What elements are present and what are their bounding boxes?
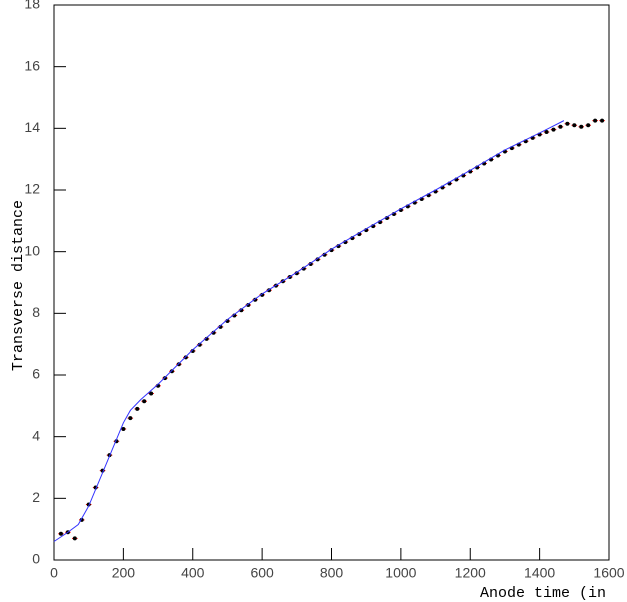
y-axis-label: Transverse distance — [10, 200, 27, 371]
y-tick-label: 2 — [32, 489, 40, 505]
data-point — [232, 313, 237, 318]
y-tick-label: 16 — [24, 57, 40, 73]
data-point — [190, 348, 195, 353]
y-tick-label: 14 — [24, 119, 40, 135]
data-point — [544, 130, 549, 135]
x-tick-label: 1600 — [593, 565, 624, 581]
data-point — [586, 123, 591, 128]
x-tick-label: 600 — [250, 565, 274, 581]
data-point — [169, 369, 174, 374]
y-tick-label: 12 — [24, 181, 40, 197]
data-point — [565, 121, 570, 126]
data-point — [239, 308, 244, 313]
y-tick-label: 0 — [32, 551, 40, 567]
plot-frame — [53, 4, 610, 561]
x-tick-label: 1200 — [455, 565, 486, 581]
data-point — [558, 124, 563, 129]
fit-line — [53, 120, 565, 542]
y-tick-label: 18 — [24, 0, 40, 12]
data-point — [58, 531, 63, 536]
x-tick-label: 1000 — [385, 565, 416, 581]
data-point — [211, 330, 216, 335]
data-point — [551, 127, 556, 132]
data-point — [579, 124, 584, 129]
data-point — [197, 342, 202, 347]
x-tick-label: 1400 — [524, 565, 555, 581]
y-tick-label: 4 — [32, 427, 40, 443]
x-tick-label: 800 — [320, 565, 344, 581]
x-axis-label: Anode time (in — [480, 585, 606, 602]
data-point — [128, 416, 133, 421]
data-point — [593, 118, 598, 123]
data-point — [183, 355, 188, 360]
x-tick-label: 400 — [181, 565, 205, 581]
y-tick-label: 8 — [32, 304, 40, 320]
y-tick-label: 6 — [32, 366, 40, 382]
data-point — [572, 123, 577, 128]
data-point — [135, 406, 140, 411]
y-tick-label: 10 — [24, 242, 40, 258]
data-point — [121, 426, 126, 431]
data-point — [600, 118, 605, 123]
data-point — [142, 399, 147, 404]
x-tick-label: 200 — [112, 565, 136, 581]
data-point — [72, 536, 77, 541]
data-point — [149, 391, 154, 396]
data-point — [163, 376, 167, 381]
x-tick-label: 0 — [50, 565, 58, 581]
